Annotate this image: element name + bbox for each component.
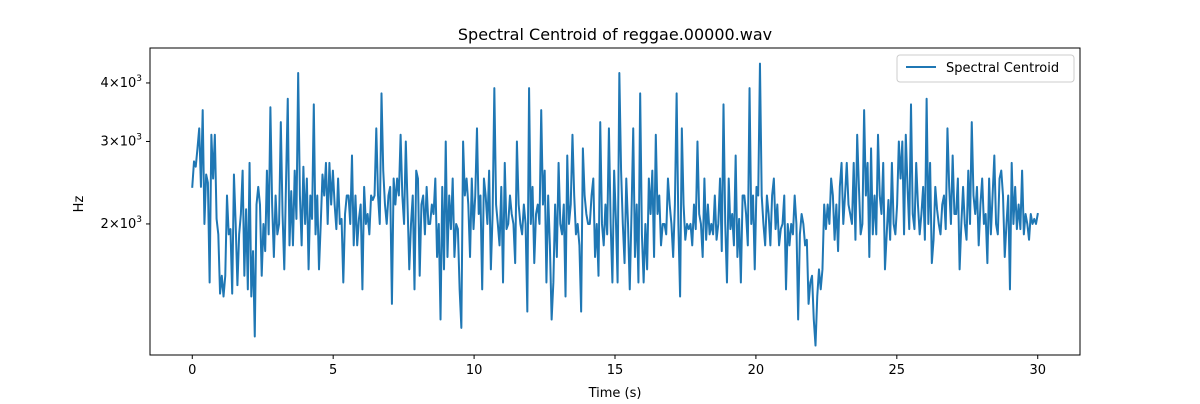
y-tick-label: 2×103 [101,215,142,232]
x-tick-label: 5 [329,363,337,378]
series-line-spectral-centroid [191,62,1039,347]
x-axis-label: Time (s) [588,386,642,400]
legend-label: Spectral Centroid [946,61,1059,76]
x-tick-label: 25 [889,363,906,378]
x-tick-label: 20 [748,363,765,378]
legend: Spectral Centroid [896,54,1075,83]
x-tick-label: 0 [188,363,196,378]
y-tick-label: 3×103 [101,132,142,149]
y-tick-label: 4×103 [101,74,142,91]
x-tick-label: 10 [466,363,483,378]
legend-frame [896,54,1075,83]
chart-title: Spectral Centroid of reggae.00000.wav [458,25,772,44]
x-tick-label: 30 [1029,363,1046,378]
y-axis-label: Hz [72,196,87,213]
x-tick-label: 15 [607,363,624,378]
